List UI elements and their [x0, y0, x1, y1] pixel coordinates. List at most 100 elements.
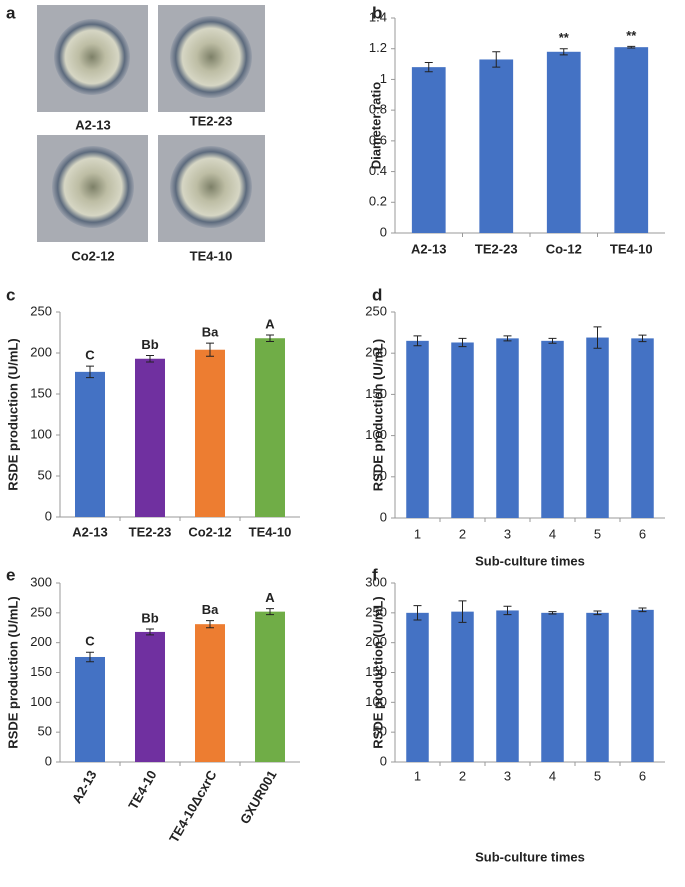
y-tick-label: 100 [30, 426, 52, 441]
y-tick-label: 50 [38, 724, 52, 739]
y-tick-label: 100 [365, 427, 387, 442]
panel-letter: d [372, 285, 382, 304]
x-tick-label: 4 [549, 768, 556, 783]
error-bar [146, 354, 154, 363]
panel-a: a A2-13 TE2-23 Co2-12 TE4-10 [6, 3, 265, 263]
error-bar [424, 62, 433, 73]
photo-label: TE2-23 [190, 113, 233, 128]
x-tick-label: TE4-10 [125, 768, 159, 812]
y-tick-label: 1.2 [369, 40, 387, 55]
error-bar [492, 51, 501, 68]
bar [255, 611, 285, 762]
y-axis-label: RSDE production (U/mL) [5, 338, 20, 490]
y-tick-label: 1 [380, 71, 387, 86]
y-tick-label: 0.8 [369, 102, 387, 117]
x-tick-label: 3 [504, 768, 511, 783]
y-tick-label: 150 [365, 386, 387, 401]
y-tick-label: 0.4 [369, 163, 387, 178]
bar [135, 358, 165, 517]
bar [406, 340, 429, 518]
significance-label: C [85, 348, 95, 363]
bar [496, 610, 519, 762]
error-bar [638, 334, 647, 343]
y-tick-label: 0 [45, 753, 52, 768]
bar [541, 612, 564, 762]
bar [255, 338, 285, 517]
y-tick-label: 0 [45, 508, 52, 523]
y-tick-label: 300 [30, 574, 52, 589]
y-tick-label: 0.2 [369, 194, 387, 209]
bar [135, 631, 165, 762]
bar [451, 611, 474, 762]
y-tick-label: 250 [30, 604, 52, 619]
bar [195, 624, 225, 762]
x-tick-label: Co-12 [546, 241, 582, 256]
y-axis-label: RSDE production (U/mL) [370, 339, 385, 491]
y-tick-label: 50 [373, 468, 387, 483]
error-bar [548, 611, 557, 615]
error-bar [503, 335, 512, 342]
panel-letter: b [372, 3, 382, 22]
significance-label: ** [626, 28, 637, 43]
significance-label: C [85, 634, 95, 649]
x-tick-label: TE4-10 [610, 241, 653, 256]
error-bar [559, 48, 568, 56]
colony [52, 146, 134, 228]
error-bar [593, 610, 602, 616]
x-tick-label: Co2-12 [188, 524, 231, 539]
colony [54, 19, 130, 95]
error-bar [413, 335, 422, 347]
y-tick-label: 150 [30, 385, 52, 400]
error-bar [86, 651, 94, 663]
significance-label: Bb [141, 337, 158, 352]
panel-letter: e [6, 565, 15, 584]
x-tick-label: TE4-10ΔcxrC [166, 767, 220, 845]
y-tick-label: 0 [380, 509, 387, 524]
error-bar [627, 45, 636, 49]
x-tick-label: 2 [459, 768, 466, 783]
x-tick-label: 1 [414, 768, 421, 783]
panel-letter: a [6, 3, 16, 22]
bar [406, 612, 429, 762]
bar [75, 371, 105, 517]
y-tick-label: 150 [365, 664, 387, 679]
x-axis-label: Sub-culture times [475, 553, 585, 568]
error-bar [146, 628, 154, 636]
x-tick-label: A2-13 [69, 768, 100, 806]
bar [614, 47, 649, 233]
x-tick-label: 5 [594, 768, 601, 783]
y-tick-label: 1.4 [369, 9, 387, 24]
x-tick-label: 5 [594, 526, 601, 541]
x-tick-label: TE4-10 [249, 524, 292, 539]
y-axis-label: RSDE production (U/mL) [370, 596, 385, 748]
y-tick-label: 200 [30, 634, 52, 649]
significance-label: A [265, 590, 275, 605]
y-tick-label: 200 [365, 634, 387, 649]
colony [170, 16, 252, 98]
error-bar [458, 600, 467, 623]
error-bar [638, 607, 647, 613]
y-tick-label: 250 [30, 303, 52, 318]
y-tick-label: 100 [365, 694, 387, 709]
panel-letter: c [6, 285, 15, 304]
y-tick-label: 250 [365, 303, 387, 318]
significance-label: ** [559, 30, 570, 45]
bar [496, 338, 519, 518]
x-tick-label: GXUR001 [237, 768, 280, 827]
y-tick-label: 0 [380, 224, 387, 239]
significance-label: Ba [202, 602, 219, 617]
x-tick-label: 2 [459, 526, 466, 541]
y-tick-label: 200 [365, 345, 387, 360]
bar [411, 67, 446, 234]
significance-label: A [265, 316, 275, 331]
bar [631, 338, 654, 518]
y-tick-label: 250 [365, 604, 387, 619]
error-bar [548, 337, 557, 344]
photo-label: Co2-12 [71, 248, 114, 263]
x-tick-label: 6 [639, 768, 646, 783]
panel-letter: f [372, 565, 378, 584]
x-axis-label: Sub-culture times [475, 849, 585, 864]
error-bar [86, 365, 94, 379]
y-tick-label: 50 [373, 724, 387, 739]
